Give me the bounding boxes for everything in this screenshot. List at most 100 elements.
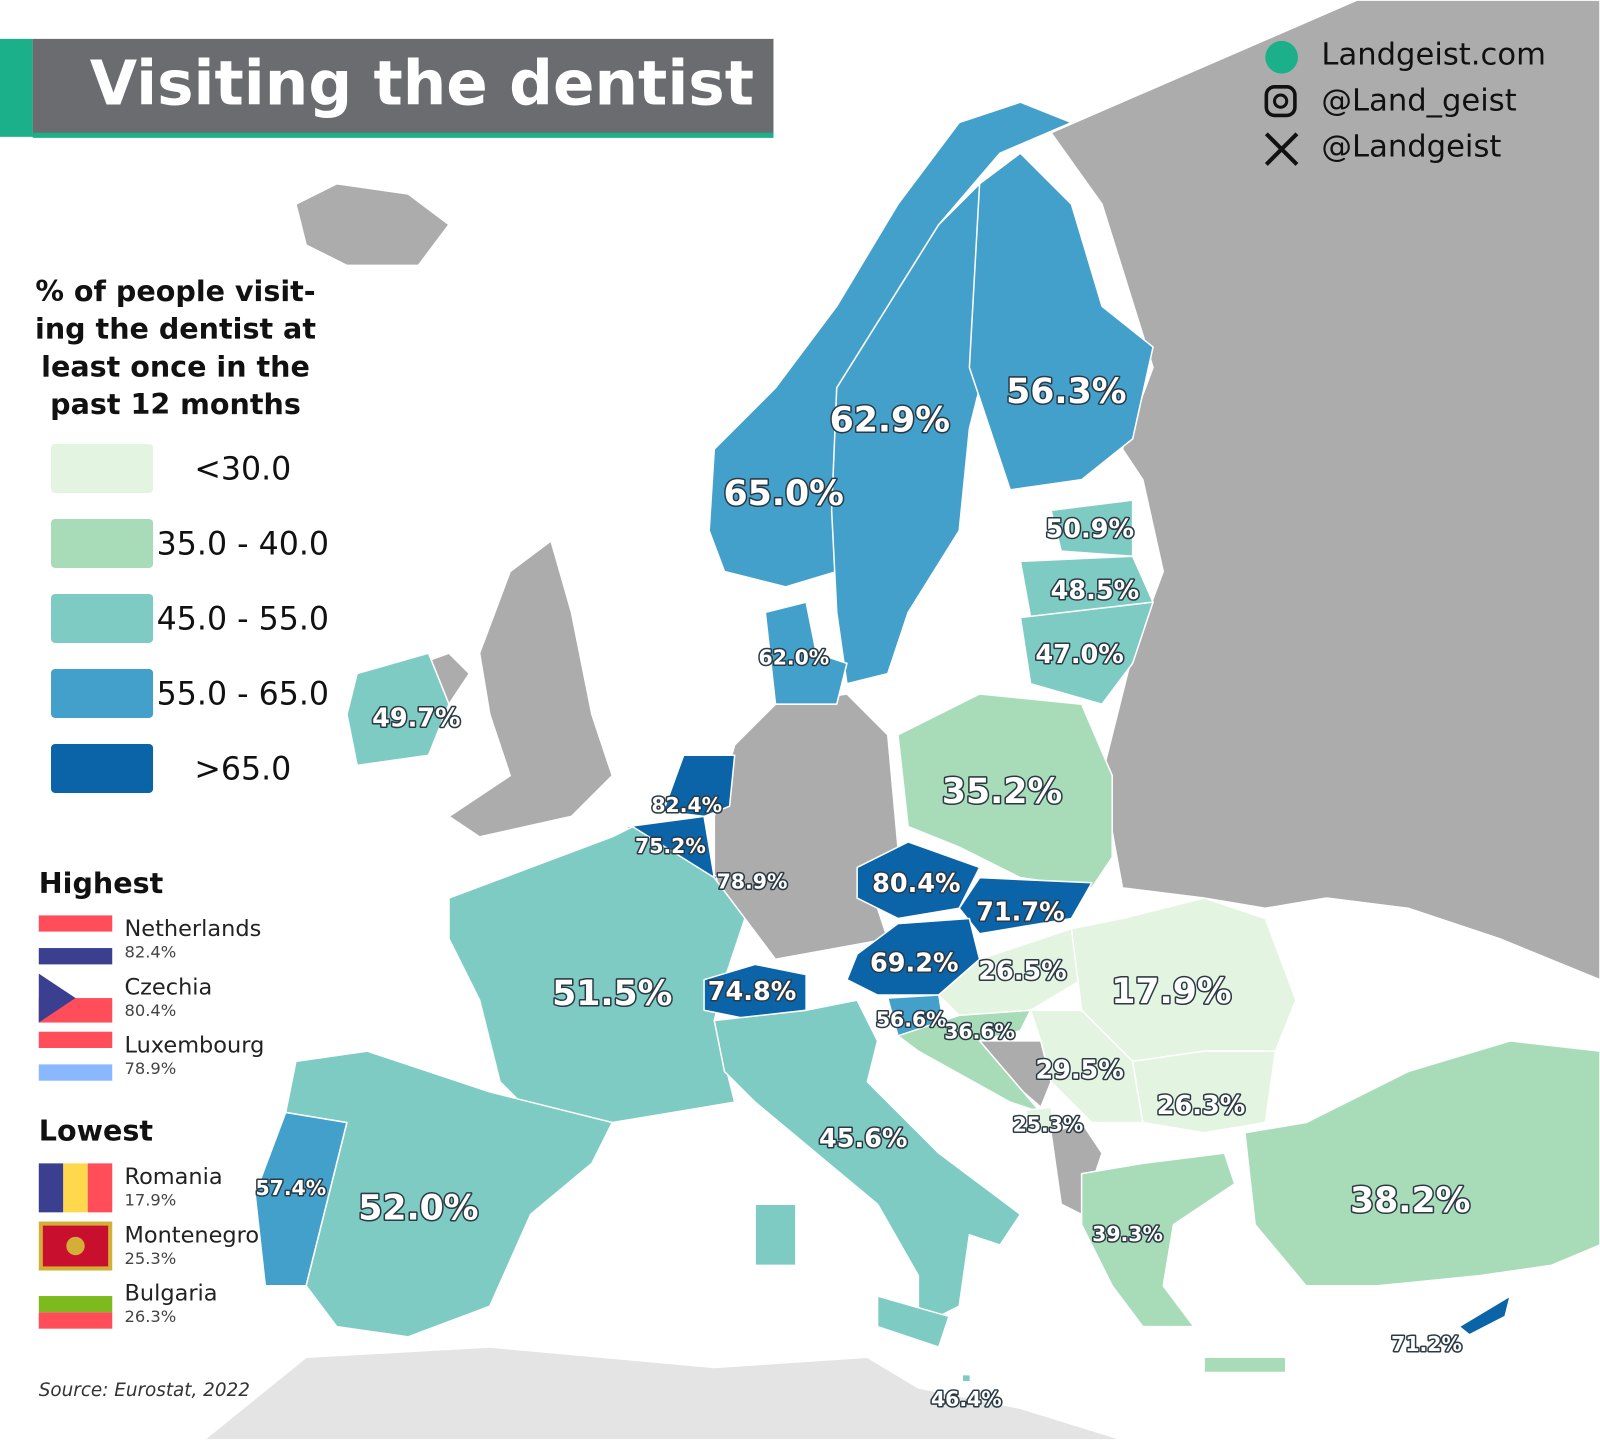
legend-label: 35.0 - 40.0 xyxy=(157,527,329,563)
section-heading: Lowest xyxy=(39,1114,153,1148)
value-label: 38.2% xyxy=(1350,1181,1470,1221)
legend-label: 45.0 - 55.0 xyxy=(157,602,329,638)
flag-stripe xyxy=(38,1031,113,1049)
legend-swatch xyxy=(51,743,154,793)
flag-stripe xyxy=(87,1163,113,1213)
value-label: 29.5% xyxy=(1035,1056,1123,1086)
globe-icon xyxy=(1265,40,1298,74)
legend-label: >65.0 xyxy=(194,752,291,788)
flag-stripe xyxy=(38,1048,113,1065)
x-icon xyxy=(1264,132,1299,166)
value-label: 65.0% xyxy=(724,474,844,514)
country-name: Luxembourg xyxy=(124,1033,264,1059)
country-value: 82.4% xyxy=(124,943,176,962)
value-label: 17.9% xyxy=(1111,972,1231,1012)
value-label: 46.4% xyxy=(931,1387,1002,1411)
value-label: 78.9% xyxy=(717,870,788,894)
country-shape xyxy=(1019,601,1154,705)
flag-stripe xyxy=(38,1163,64,1213)
flag-triangle xyxy=(38,973,76,1023)
legend-title: % of people visit- xyxy=(35,274,315,308)
country-shape xyxy=(1244,1040,1600,1287)
flag-emblem xyxy=(66,1236,85,1256)
value-label: 26.3% xyxy=(1157,1091,1245,1121)
value-label: 36.6% xyxy=(944,1020,1015,1044)
country-shape xyxy=(961,1373,972,1383)
legend-swatch xyxy=(51,443,154,493)
country-value: 80.4% xyxy=(124,1001,176,1020)
section-heading: Highest xyxy=(39,866,164,900)
value-label: 69.2% xyxy=(870,948,958,978)
country-shape xyxy=(764,601,848,705)
value-label: 48.5% xyxy=(1051,576,1139,606)
value-label: 71.2% xyxy=(1391,1332,1462,1356)
country-shape xyxy=(346,652,450,767)
social-handle: @Landgeist xyxy=(1321,130,1501,165)
country-value: 26.3% xyxy=(124,1307,176,1326)
legend-panel: Landgeist.com @Land_geist @Landgeist % of p… xyxy=(35,38,1546,1401)
value-label: 56.3% xyxy=(1006,372,1126,412)
legend-title: ing the dentist at xyxy=(35,312,316,346)
title-underline xyxy=(32,132,774,138)
value-label: 35.2% xyxy=(942,772,1062,812)
country-shape xyxy=(958,876,1093,935)
country-name: Netherlands xyxy=(124,916,261,942)
value-label: 74.8% xyxy=(708,977,796,1007)
value-label: 50.9% xyxy=(1046,515,1134,545)
value-label: 26.5% xyxy=(978,957,1066,987)
country-name: Czechia xyxy=(124,974,212,1000)
source: Source: Eurostat, 2022 xyxy=(39,1380,250,1401)
flag-stripe xyxy=(38,948,113,965)
country-shape xyxy=(1131,1050,1277,1134)
value-label: 80.4% xyxy=(872,869,960,899)
social-handle: Landgeist.com xyxy=(1321,38,1545,73)
value-label: 75.2% xyxy=(635,834,706,858)
country-shape xyxy=(876,1295,950,1348)
value-label: 52.0% xyxy=(358,1188,478,1228)
country-shape xyxy=(713,999,1022,1328)
instagram-icon-lens xyxy=(1272,93,1289,109)
value-label: 62.9% xyxy=(830,401,950,441)
country-shape xyxy=(968,152,1154,491)
country-shape xyxy=(708,101,1073,588)
value-label: 71.7% xyxy=(976,897,1064,927)
value-label: 47.0% xyxy=(1035,640,1123,670)
value-label: 25.3% xyxy=(1013,1113,1084,1137)
legend-label: 55.0 - 65.0 xyxy=(157,677,329,713)
country-shape xyxy=(754,1203,797,1267)
other-country xyxy=(448,540,614,838)
legend-label: <30.0 xyxy=(194,452,291,488)
country-shape xyxy=(662,754,736,818)
legend-title: past 12 months xyxy=(50,387,301,421)
value-label: 62.0% xyxy=(759,645,830,669)
legend-swatch xyxy=(51,593,154,643)
label-layer: 65.0% 62.9% 56.3% 50.9% 48.5% 47.0% 62.0% 49.7%… xyxy=(254,370,1472,1412)
other-country xyxy=(203,1346,1124,1440)
legend-swatch xyxy=(51,518,154,568)
flag-stripe xyxy=(38,1279,113,1297)
title-bar xyxy=(32,38,774,137)
value-label: 39.3% xyxy=(1092,1222,1163,1246)
legend-title: least once in the xyxy=(41,349,310,383)
country-shape xyxy=(897,693,1114,889)
flag-stripe xyxy=(38,1296,113,1313)
other-country xyxy=(295,183,450,267)
country-shape xyxy=(1029,1009,1144,1124)
country-shape xyxy=(284,1050,614,1338)
country-name: Romania xyxy=(124,1164,222,1190)
country-name: Montenegro xyxy=(124,1222,259,1248)
value-label: 56.6% xyxy=(876,1008,947,1032)
value-label: 82.4% xyxy=(651,793,722,817)
country-value: 78.9% xyxy=(124,1059,176,1078)
country-shape xyxy=(830,183,1001,685)
value-label: 45.6% xyxy=(819,1124,907,1154)
flag-stripe xyxy=(63,1163,88,1213)
legend-swatch xyxy=(51,668,154,718)
country-shape xyxy=(1458,1295,1511,1336)
flag-stripe xyxy=(38,931,113,949)
value-label: 49.7% xyxy=(372,703,460,733)
instagram-icon xyxy=(1264,85,1297,118)
country-shape xyxy=(897,1009,1042,1114)
value-label: 51.5% xyxy=(552,974,672,1014)
